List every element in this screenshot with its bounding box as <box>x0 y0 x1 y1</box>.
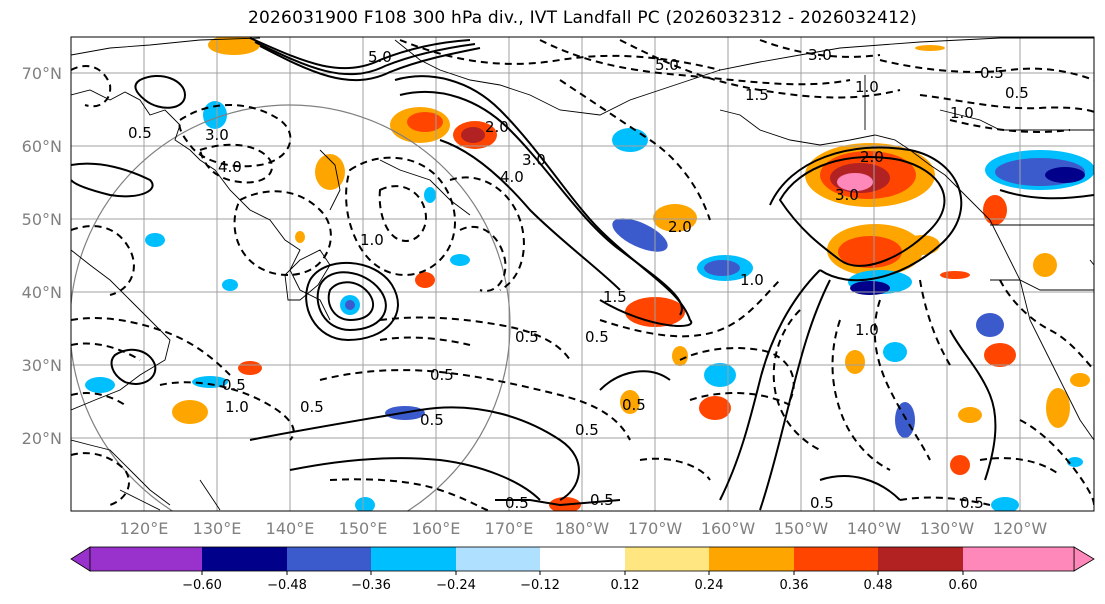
longitude-label: 160°E <box>412 519 461 538</box>
colorbar-segment <box>878 547 963 571</box>
colorbar-segment <box>287 547 371 571</box>
contour-label: 0.5 <box>575 421 599 439</box>
contour-label: 0.5 <box>128 124 152 142</box>
positive-contours <box>71 37 1094 511</box>
contour-label: 3.0 <box>835 186 859 204</box>
colorbar-segment <box>371 547 456 571</box>
longitude-label: 140°E <box>266 519 315 538</box>
latitude-label: 70°N <box>22 64 62 83</box>
divergence-shading <box>85 37 1094 511</box>
contour-label: 0.5 <box>515 328 539 346</box>
contour-label: 0.5 <box>590 491 614 509</box>
contour-label: 0.5 <box>810 494 834 512</box>
map-title: 2026031900 F108 300 hPa div., IVT Landfa… <box>248 8 917 28</box>
colorbar-segment <box>540 547 625 571</box>
contour-label: 1.5 <box>603 288 627 306</box>
contour-label: 0.5 <box>585 328 609 346</box>
contour-label: 0.5 <box>1005 84 1029 102</box>
colorbar-extend-high <box>1073 546 1095 572</box>
contour-label: 0.5 <box>505 494 529 512</box>
latitude-label: 40°N <box>22 283 62 302</box>
longitude-label: 130°W <box>920 519 975 538</box>
contour-label: 1.0 <box>855 321 879 339</box>
longitude-label: 180°W <box>555 519 610 538</box>
colorbar-segment <box>963 547 1074 571</box>
latitude-labels: 70°N 60°N 50°N 40°N 30°N 20°N <box>22 64 62 448</box>
colorbar-segment <box>709 547 794 571</box>
latitude-label: 50°N <box>22 210 62 229</box>
latitude-label: 20°N <box>22 429 62 448</box>
colorbar-segment <box>794 547 878 571</box>
latitude-label: 30°N <box>22 356 62 375</box>
contour-label: 3.0 <box>205 126 229 144</box>
contour-label: 5.0 <box>368 48 392 66</box>
contour-label: 2.0 <box>485 118 509 136</box>
colorbar-segment <box>625 547 709 571</box>
contour-label: 3.0 <box>808 46 832 64</box>
colorbar-tick-label: 0.36 <box>780 578 809 593</box>
contour-label: 1.0 <box>740 271 764 289</box>
colorbar-extend-low <box>70 546 91 572</box>
colorbar-frame <box>89 546 1075 572</box>
contour-labels: 5.0 5.0 3.0 1.0 1.5 0.5 0.5 1.0 2.0 3.0 … <box>128 46 1029 512</box>
contour-label: 4.0 <box>218 158 242 176</box>
contour-label: 0.5 <box>622 396 646 414</box>
contour-label: 0.5 <box>222 376 246 394</box>
colorbar-segment <box>90 547 202 571</box>
contour-label: 1.0 <box>950 104 974 122</box>
longitude-label: 170°E <box>485 519 534 538</box>
colorbar-tick-label: −0.60 <box>182 578 222 593</box>
colorbar-tick-label: 0.48 <box>864 578 893 593</box>
longitude-label: 120°E <box>120 519 169 538</box>
colorbar-tick-label: 0.60 <box>949 578 978 593</box>
contour-label: 0.5 <box>420 411 444 429</box>
contour-label: 0.5 <box>980 64 1004 82</box>
contour-label: 2.0 <box>860 148 884 166</box>
colorbar-tick-label: −0.24 <box>436 578 476 593</box>
longitude-label: 150°E <box>339 519 388 538</box>
contour-label: 1.0 <box>855 78 879 96</box>
colorbar-tick-label: −0.36 <box>351 578 391 593</box>
contour-label: 2.0 <box>668 218 692 236</box>
colorbar-segment <box>456 547 540 571</box>
region-circle <box>71 104 511 511</box>
longitude-label: 150°W <box>774 519 829 538</box>
contour-label: 0.5 <box>430 366 454 384</box>
latitude-label: 60°N <box>22 137 62 156</box>
contour-label: 0.5 <box>300 398 324 416</box>
contour-label: 1.5 <box>745 86 769 104</box>
longitude-label: 160°W <box>701 519 756 538</box>
colorbar: −0.60 −0.48 −0.36 −0.24 −0.12 0.12 0.24 0.36 0.4… <box>70 546 1095 593</box>
negative-contours <box>71 39 1094 511</box>
contour-label: 4.0 <box>500 168 524 186</box>
graticule <box>71 37 1094 511</box>
colorbar-segment <box>202 547 287 571</box>
contour-label: 0.5 <box>960 494 984 512</box>
colorbar-tick-label: −0.48 <box>267 578 307 593</box>
contour-label: 5.0 <box>655 56 679 74</box>
longitude-label: 140°W <box>847 519 902 538</box>
plot-frame <box>70 36 1095 512</box>
longitude-label: 170°W <box>628 519 683 538</box>
colorbar-tick-label: −0.12 <box>520 578 560 593</box>
contour-label: 1.0 <box>360 231 384 249</box>
contour-label: 3.0 <box>522 151 546 169</box>
longitude-label: 130°E <box>193 519 242 538</box>
longitude-labels: 120°E 130°E 140°E 150°E 160°E 170°E 180°W 170°W… <box>120 519 1048 538</box>
colorbar-tick-label: 0.12 <box>611 578 640 593</box>
coastlines <box>71 37 1094 511</box>
contour-label: 1.0 <box>225 398 249 416</box>
longitude-label: 120°W <box>993 519 1048 538</box>
colorbar-tick-label: 0.24 <box>695 578 724 593</box>
